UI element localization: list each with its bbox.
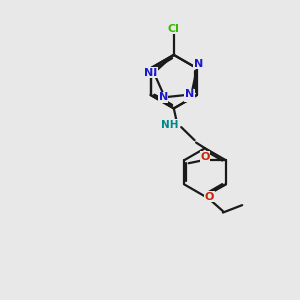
Text: O: O xyxy=(205,192,214,202)
Text: O: O xyxy=(200,152,210,162)
Text: N: N xyxy=(148,68,157,78)
Text: N: N xyxy=(185,92,194,101)
Text: N: N xyxy=(159,92,168,102)
Text: N: N xyxy=(144,68,153,78)
Text: NH: NH xyxy=(160,120,178,130)
Text: N: N xyxy=(194,59,203,69)
Text: N: N xyxy=(185,89,194,99)
Text: Cl: Cl xyxy=(168,24,180,34)
